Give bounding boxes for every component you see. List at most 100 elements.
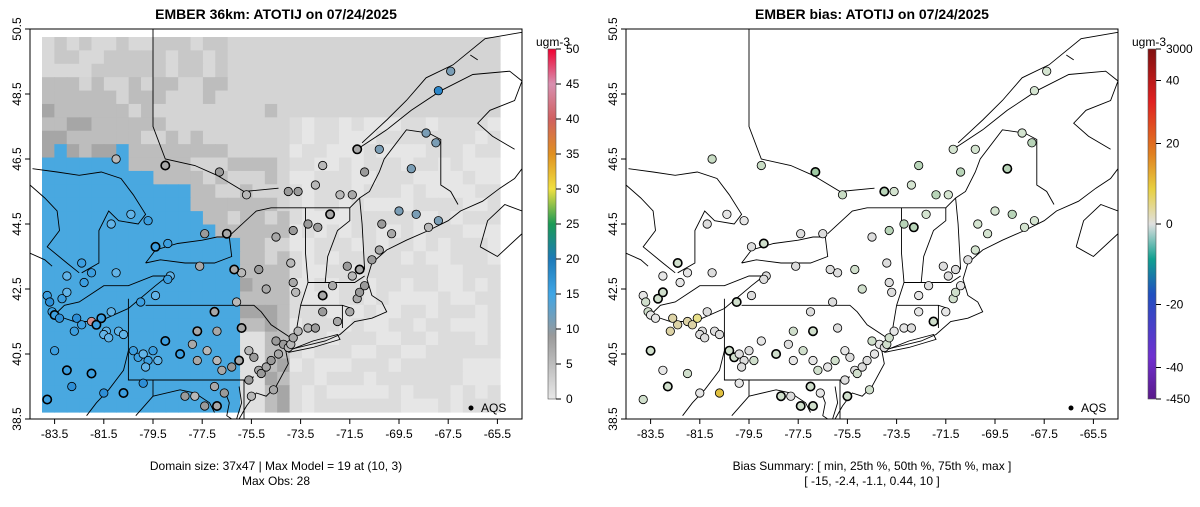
grid-cell — [388, 264, 402, 279]
grid-cell — [264, 90, 278, 105]
grid-cell — [227, 50, 241, 65]
grid-cell — [425, 63, 439, 78]
grid-cell — [141, 170, 155, 185]
bias-marker — [724, 345, 735, 356]
grid-cell — [475, 130, 489, 145]
bias-marker — [707, 268, 717, 278]
grid-cell — [339, 103, 353, 118]
grid-cell — [376, 37, 390, 51]
grid-cell — [475, 144, 489, 159]
grid-cell — [178, 37, 192, 51]
grid-cell — [42, 211, 55, 226]
grid-cell — [202, 170, 216, 185]
observation-marker — [106, 307, 116, 317]
observation-marker — [190, 391, 200, 401]
grid-cell — [66, 170, 80, 185]
grid-cell — [128, 170, 142, 185]
grid-cell — [227, 371, 241, 386]
right-colorbar-tick-label: 40 — [1166, 74, 1180, 88]
map-boundary-line — [30, 252, 53, 267]
bias-marker — [808, 355, 818, 366]
grid-cell — [264, 184, 278, 199]
observation-marker — [91, 319, 102, 330]
left-colorbar-tick-label: 30 — [566, 182, 580, 196]
grid-cell — [42, 90, 55, 105]
grid-cell — [215, 90, 229, 105]
left-colorbar-ticks: 0 5 10 15 20 25 30 35 40 45 50 — [556, 42, 580, 406]
grid-cell — [252, 117, 266, 132]
grid-cell — [438, 170, 452, 185]
grid-cell — [91, 117, 105, 132]
grid-cell — [240, 77, 254, 92]
grid-cell — [240, 103, 254, 118]
grid-cell — [202, 144, 216, 159]
grid-cell — [339, 291, 353, 306]
grid-cell — [289, 130, 303, 145]
map-boundary-line — [1066, 54, 1074, 61]
grid-cell — [165, 211, 179, 226]
grid-cell — [462, 237, 476, 252]
grid-cell — [413, 358, 427, 373]
map-boundary-line — [827, 129, 1055, 235]
grid-cell — [128, 371, 142, 386]
grid-cell — [91, 130, 105, 145]
left-x-tick-label: -81.5 — [90, 427, 118, 441]
bias-marker — [990, 206, 1000, 216]
grid-cell — [202, 37, 216, 51]
grid-cell — [264, 251, 278, 266]
grid-cell — [252, 224, 266, 239]
grid-cell — [165, 37, 179, 51]
grid-cell — [475, 304, 489, 319]
left-y-tick-label: 42.5 — [10, 277, 24, 301]
grid-cell — [326, 331, 340, 346]
grid-cell — [462, 170, 476, 185]
map-boundary-line — [626, 252, 649, 267]
grid-cell — [66, 117, 80, 132]
grid-cell — [178, 77, 192, 92]
grid-cell — [450, 170, 464, 185]
grid-cell — [116, 398, 130, 413]
left-x-tick-label: -77.5 — [189, 427, 217, 441]
observation-marker — [138, 349, 148, 359]
grid-cell — [153, 398, 167, 413]
grid-cell — [351, 398, 365, 413]
grid-cell — [128, 184, 142, 199]
grid-cell — [103, 291, 117, 306]
grid-cell — [487, 371, 501, 386]
grid-cell — [425, 371, 439, 386]
grid-cell — [400, 398, 414, 413]
grid-cell — [79, 117, 93, 132]
grid-cell — [351, 385, 365, 400]
grid-cell — [277, 170, 291, 185]
grid-cell — [116, 130, 130, 145]
grid-cell — [165, 318, 179, 333]
grid-cell — [264, 398, 278, 413]
observation-marker — [180, 391, 190, 401]
grid-cell — [215, 345, 229, 360]
left-x-tick-label: -75.5 — [238, 427, 266, 441]
grid-cell — [103, 398, 117, 413]
grid-cell — [413, 197, 427, 212]
grid-cell — [277, 63, 291, 78]
right-map-background — [626, 29, 1118, 419]
grid-cell — [79, 103, 93, 118]
grid-cell — [227, 63, 241, 78]
grid-cell — [425, 103, 439, 118]
observation-marker — [261, 284, 271, 294]
grid-cell — [252, 144, 266, 159]
observation-marker — [325, 209, 336, 220]
bias-marker — [675, 277, 685, 288]
grid-cell — [462, 291, 476, 306]
grid-cell — [351, 103, 365, 118]
grid-cell — [376, 345, 390, 360]
grid-cell — [153, 304, 167, 319]
grid-cell — [91, 63, 105, 78]
grid-cell — [363, 211, 377, 226]
grid-cell — [54, 398, 68, 413]
bias-marker — [938, 261, 948, 271]
map-boundary-line — [920, 207, 947, 283]
grid-cell — [215, 184, 229, 199]
grid-cell — [91, 90, 105, 105]
grid-cell — [326, 237, 340, 252]
grid-cell — [462, 371, 476, 386]
